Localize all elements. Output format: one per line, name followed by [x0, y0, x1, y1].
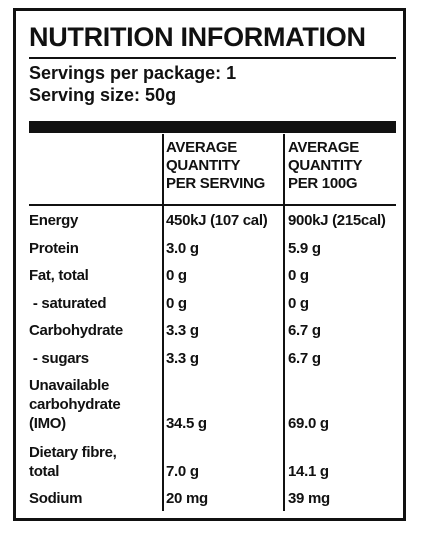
nutrition-panel: NUTRITION INFORMATION Servings per packa…: [13, 8, 406, 521]
saturated-per-serving: 0 g: [166, 295, 187, 312]
serving-size: Serving size: 50g: [29, 85, 177, 105]
row-label-carbohydrate: Carbohydrate: [29, 322, 123, 339]
row-label-sugars: - sugars: [29, 350, 89, 367]
column-header-per-100g: AVERAGE QUANTITY PER 100G: [288, 139, 363, 193]
column-header-line: QUANTITY: [288, 157, 363, 174]
dietary-fibre-per-100g: 14.1 g: [288, 463, 329, 480]
row-label-sodium: Sodium: [29, 490, 83, 507]
column-header-line: AVERAGE: [288, 139, 359, 156]
servings-per-package: Servings per package: 1: [29, 63, 237, 83]
carbohydrate-per-serving: 3.3 g: [166, 322, 199, 339]
dietary-fibre-per-serving: 7.0 g: [166, 463, 199, 480]
row-label-line: Unavailable: [29, 377, 110, 394]
row-label-saturated: - saturated: [29, 295, 107, 312]
energy-per-serving: 450kJ (107 cal): [166, 212, 268, 229]
column-header-per-serving: AVERAGE QUANTITY PER SERVING: [166, 139, 265, 193]
column-header-line: QUANTITY: [166, 157, 241, 174]
carbohydrate-per-100g: 6.7 g: [288, 322, 321, 339]
column-divider: [283, 134, 285, 511]
protein-per-100g: 5.9 g: [288, 240, 321, 257]
row-label-line: total: [29, 463, 60, 480]
row-label-fat-total: Fat, total: [29, 267, 89, 284]
sodium-per-100g: 39 mg: [288, 490, 330, 507]
column-header-divider: [29, 204, 396, 206]
column-divider: [162, 134, 164, 511]
saturated-per-100g: 0 g: [288, 295, 309, 312]
panel-title: NUTRITION INFORMATION: [29, 22, 366, 52]
sugars-per-100g: 6.7 g: [288, 350, 321, 367]
column-header-line: PER SERVING: [166, 175, 265, 192]
row-label-line: carbohydrate: [29, 396, 121, 413]
fat-total-per-serving: 0 g: [166, 267, 187, 284]
row-label-protein: Protein: [29, 240, 79, 257]
protein-per-serving: 3.0 g: [166, 240, 199, 257]
energy-per-100g: 900kJ (215cal): [288, 212, 386, 229]
unavailable-carbohydrate-per-100g: 69.0 g: [288, 415, 329, 432]
column-header-line: AVERAGE: [166, 139, 237, 156]
row-label-energy: Energy: [29, 212, 79, 229]
row-label-unavailable-carbohydrate: Unavailable carbohydrate (IMO): [29, 376, 121, 433]
row-label-line: Dietary fibre,: [29, 444, 117, 461]
unavailable-carbohydrate-per-serving: 34.5 g: [166, 415, 207, 432]
row-label-dietary-fibre: Dietary fibre, total: [29, 443, 117, 481]
sugars-per-serving: 3.3 g: [166, 350, 199, 367]
row-label-line: (IMO): [29, 415, 66, 432]
title-divider: [29, 57, 396, 59]
column-header-line: PER 100G: [288, 175, 358, 192]
fat-total-per-100g: 0 g: [288, 267, 309, 284]
header-divider: [29, 121, 396, 133]
sodium-per-serving: 20 mg: [166, 490, 208, 507]
